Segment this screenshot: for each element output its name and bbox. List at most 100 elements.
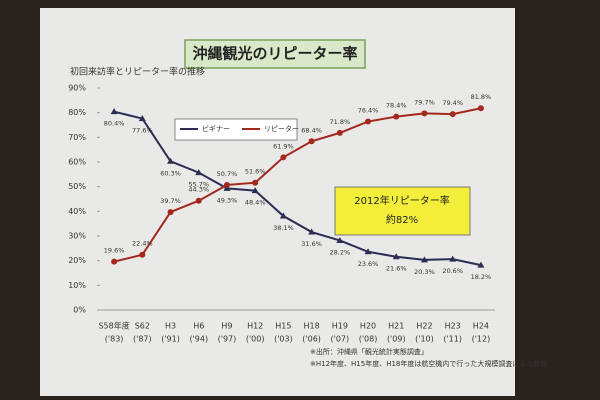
data-label: 21.6% [386,265,407,273]
x-tick-label: H15 [275,322,291,331]
x-tick-label: H3 [165,322,176,331]
x-tick-sublabel: ('10) [415,335,434,344]
x-tick-sublabel: ('03) [274,335,293,344]
title-box [184,39,366,69]
data-label: 38.1% [273,224,294,232]
x-tick-label: H18 [304,322,320,331]
note: ※出所：沖縄県「観光統計実態調査」 [310,347,428,356]
series-line [113,110,482,267]
x-tick-label: H19 [332,322,348,331]
x-tick-sublabel: ('09) [387,335,406,344]
data-label: 76.4% [358,107,379,115]
y-tick-label: 20% [68,256,86,265]
marker [195,197,202,204]
x-tick-sublabel: ('11) [443,335,462,344]
x-tick-sublabel: ('07) [331,335,350,344]
marker [280,154,287,161]
y-tick-label: 0% [73,306,86,315]
note: ※H12年度、H15年度、H18年度は航空機内で行った大規模調査による数値 [310,359,547,368]
data-label: 81.8% [471,93,492,101]
data-label: 49.3% [217,196,238,204]
legend-label: ビギナー [202,124,230,133]
data-label: 60.3% [160,169,181,177]
marker [392,253,400,260]
data-label: 48.4% [245,199,266,207]
marker [252,179,259,186]
legend-label: リピーター [264,124,299,133]
data-label: 71.8% [329,118,350,126]
annotation-box [334,186,471,236]
data-label: 44.3% [188,186,209,194]
x-tick-label: H21 [388,322,404,331]
data-label: 79.4% [442,99,463,107]
x-tick-sublabel: ('00) [246,335,265,344]
marker [223,181,230,188]
marker [308,138,315,145]
y-tick-label: 10% [68,281,86,290]
x-tick-label: H23 [445,322,461,331]
marker [449,255,457,262]
marker [251,187,259,194]
chart-title: 沖縄観光のリピーター率 [192,45,357,63]
x-tick-label: S58年度 [98,321,129,331]
data-label: 80.4% [104,120,125,128]
marker [167,209,174,216]
x-tick-label: H9 [221,322,232,331]
data-label: 78.4% [386,102,407,110]
data-label: 20.3% [414,268,435,276]
data-label: 28.2% [329,248,350,256]
marker [139,251,146,258]
marker [477,261,485,268]
chart-subtitle: 初回来訪率とリピーター率の推移 [70,66,205,78]
series-line [113,107,482,263]
data-label: 79.7% [414,98,435,106]
y-tick-label: 40% [68,207,86,216]
x-tick-label: H12 [247,322,263,331]
marker [365,118,372,125]
data-label: 31.6% [301,240,322,248]
y-tick-label: 30% [68,232,86,241]
data-label: 77.6% [132,127,153,135]
x-tick-label: H24 [473,322,489,331]
x-tick-sublabel: ('06) [302,335,321,344]
data-label: 61.9% [273,142,294,150]
y-tick-label: 70% [68,133,86,142]
marker [449,111,456,118]
data-label: 19.6% [104,247,125,255]
y-tick-label: 50% [68,182,86,191]
x-tick-label: H6 [193,322,204,331]
x-tick-label: H20 [360,322,376,331]
marker [308,228,316,235]
x-tick-sublabel: ('83) [105,335,124,344]
marker [167,157,175,164]
data-label: 55.7% [188,181,209,189]
annotation: 2012年リピーター率 [354,194,449,207]
data-label: 22.4% [132,240,153,248]
data-label: 20.6% [442,267,463,275]
x-tick-sublabel: ('91) [161,335,180,344]
y-tick-label: 80% [68,108,86,117]
data-label: 23.6% [358,260,379,268]
y-tick-label: 90% [68,84,86,93]
marker [364,248,372,255]
marker [393,113,400,120]
data-label: 39.7% [160,197,181,205]
marker [279,212,287,219]
x-tick-sublabel: ('87) [133,335,152,344]
x-tick-sublabel: ('12) [472,335,491,344]
marker [336,129,343,136]
data-label: 68.4% [301,126,322,134]
marker [195,169,203,176]
annotation: 約82% [386,213,418,226]
marker [477,105,484,112]
marker [110,108,118,115]
data-label: 51.6% [245,168,266,176]
x-tick-sublabel: ('97) [218,335,237,344]
marker [421,110,428,117]
data-label: 50.7% [217,170,238,178]
marker [138,115,146,122]
y-tick-label: 60% [68,158,86,167]
x-tick-sublabel: ('08) [359,335,378,344]
